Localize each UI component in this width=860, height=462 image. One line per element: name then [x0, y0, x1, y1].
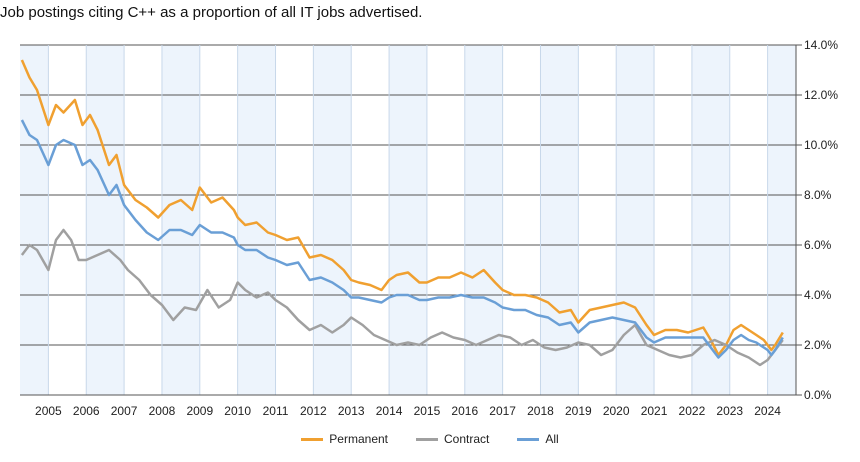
y-axis-ticks: 0.0% 2.0% 4.0% 6.0% 8.0% 10.0% 12.0% 14.0%: [804, 38, 838, 402]
x-tick-label: 2016: [451, 404, 478, 418]
y-tick-label: 4.0%: [804, 288, 832, 302]
series-line-all: [20, 119, 784, 359]
x-tick-label: 2017: [489, 404, 516, 418]
x-tick-label: 2010: [224, 404, 251, 418]
chart-title: Job postings citing C++ as a proportion …: [0, 4, 423, 21]
year-band: [767, 45, 796, 395]
x-tick-label: 2006: [73, 404, 100, 418]
legend-swatch: [301, 437, 324, 441]
y-tick-label: 14.0%: [804, 38, 838, 52]
x-tick-label: 2021: [641, 404, 668, 418]
x-tick-label: 2023: [716, 404, 743, 418]
year-band: [237, 45, 276, 395]
x-tick-label: 2018: [527, 404, 554, 418]
year-band: [86, 45, 125, 395]
x-tick-label: 2009: [186, 404, 213, 418]
line-chart: 0.0% 2.0% 4.0% 6.0% 8.0% 10.0% 12.0% 14.0% 2005…: [20, 38, 838, 418]
legend-swatch: [517, 437, 540, 441]
x-tick-label: 2005: [35, 404, 62, 418]
x-tick-label: 2013: [338, 404, 365, 418]
y-tick-label: 0.0%: [804, 388, 832, 402]
y-tick-label: 12.0%: [804, 88, 838, 102]
x-tick-label: 2020: [603, 404, 630, 418]
legend-item-permanent: Permanent: [301, 432, 388, 446]
x-axis-ticks: 2005 2006 2007 2008 2009 2010 2011 2012 2013 2014…: [35, 404, 781, 418]
y-tick-label: 10.0%: [804, 138, 838, 152]
x-tick-label: 2008: [149, 404, 176, 418]
year-band: [20, 45, 49, 395]
legend-label: Permanent: [329, 432, 388, 446]
series-line-contract: [20, 228, 784, 367]
legend-swatch: [416, 437, 438, 441]
legend-item-all: All: [517, 432, 559, 446]
legend-label: Contract: [444, 432, 490, 446]
y-tick-label: 6.0%: [804, 238, 832, 252]
x-tick-label: 2014: [376, 404, 403, 418]
year-band: [616, 45, 655, 395]
x-tick-label: 2022: [679, 404, 706, 418]
series-line-permanent: [20, 59, 784, 357]
x-tick-label: 2024: [754, 404, 781, 418]
legend: Permanent Contract All: [0, 432, 860, 446]
legend-label: All: [545, 432, 559, 446]
x-tick-label: 2011: [263, 404, 289, 418]
year-band: [389, 45, 427, 395]
x-tick-label: 2012: [300, 404, 327, 418]
x-tick-label: 2007: [111, 404, 138, 418]
y-tick-label: 8.0%: [804, 188, 832, 202]
year-band: [540, 45, 579, 395]
series-lines: [20, 59, 784, 367]
year-bands: [20, 45, 796, 395]
year-band: [161, 45, 200, 395]
year-band: [313, 45, 352, 395]
x-tick-label: 2015: [414, 404, 441, 418]
y-tick-label: 2.0%: [804, 338, 832, 352]
x-tick-label: 2019: [565, 404, 592, 418]
gridlines: [20, 44, 802, 396]
legend-item-contract: Contract: [416, 432, 489, 446]
